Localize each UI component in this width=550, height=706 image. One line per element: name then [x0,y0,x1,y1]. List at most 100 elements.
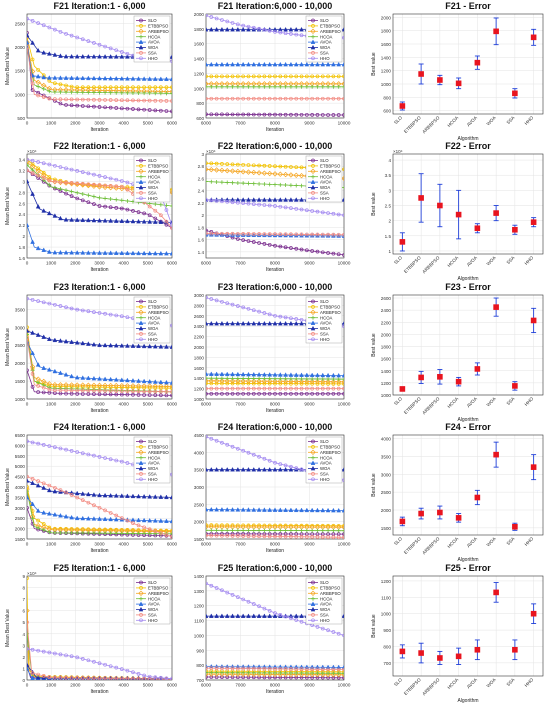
series-marker [235,378,241,384]
series-marker [208,467,214,472]
series-marker [294,84,299,89]
series-marker [257,163,261,168]
legend-marker [138,179,144,184]
y-tick-label: 1000 [381,82,392,87]
series-marker [130,343,136,348]
x-tick-label: 1000 [46,261,57,266]
series-marker [69,391,74,396]
legend-label: AVOA [148,180,160,185]
series-marker [86,531,91,536]
series-marker [69,250,74,255]
series-marker [294,466,299,470]
series-marker [336,377,341,382]
series-marker [289,232,293,237]
y-tick-label: 2.6 [198,176,205,181]
x-tick-label: HCOA [446,115,460,129]
series-marker [103,105,107,110]
series-marker [224,467,230,472]
x-tick-label: WOA [486,115,498,127]
series-marker [92,104,96,109]
series-marker [41,178,46,183]
series-marker [219,376,224,381]
series-marker [320,113,325,117]
series-marker [74,374,80,380]
series-line [27,170,172,229]
series-line [27,47,172,102]
series-marker [230,231,235,236]
y-tick-label: 2500 [15,516,26,521]
series-marker [267,467,273,472]
series-marker [97,85,102,90]
series-marker [27,162,29,167]
legend-label: SSA [148,51,157,56]
legend-marker [138,325,144,331]
series-marker [119,198,124,203]
series-marker [278,376,283,381]
series-marker [108,376,113,382]
series-marker [240,613,246,618]
series-marker [75,392,80,396]
mean-point [437,374,443,380]
series-marker [246,320,251,326]
x-tick-label: ARBBPSO [421,255,441,275]
series-marker [235,320,241,326]
series-marker [235,162,240,167]
series-marker [310,377,315,381]
series-marker [41,510,47,515]
legend-label: WOA [148,185,158,190]
series-marker [283,467,288,472]
series-marker [273,164,277,169]
series-marker [273,74,277,79]
series-marker [257,454,261,459]
series-marker [91,516,97,521]
mean-point [512,646,518,653]
series-marker [147,517,153,523]
series-marker [69,306,74,311]
series-marker [246,84,251,89]
x-tick-label: 8000 [270,683,281,688]
series-marker [52,213,58,218]
x-axis-label: Iteration [266,548,284,554]
series-layer [27,576,172,680]
series-marker [41,390,46,395]
series-marker [69,97,74,102]
series-marker [251,96,256,101]
x-tick-label: 10000 [338,683,351,688]
series-marker [314,378,321,385]
series-marker [147,76,153,81]
legend-marker [139,191,143,195]
series-marker [69,339,74,344]
series-marker [80,515,86,521]
series-marker [241,666,246,671]
series-marker [152,219,158,224]
series-marker [330,672,337,678]
series-marker [30,647,35,652]
series-marker [169,54,172,59]
series-marker [219,84,224,89]
series-marker [147,389,152,394]
legend-label: SSA [320,332,329,337]
series-marker [214,381,219,386]
series-marker [282,171,289,178]
series-marker [315,391,320,396]
series-marker [27,296,29,301]
series-marker [131,208,135,213]
series-marker [35,73,41,79]
series-marker [63,372,69,377]
series-marker [206,61,209,67]
series-marker [146,383,153,389]
series-marker [310,232,315,237]
series-marker [206,506,209,512]
series-marker [208,26,214,32]
y-tick-label: 4500 [15,475,26,480]
series-marker [220,381,224,386]
y-tick-label: 3 [22,643,25,648]
y-tick-label: 1.4 [198,250,205,255]
series-marker [125,377,130,383]
series-marker [206,320,209,326]
legend-marker [311,164,315,168]
x-axis-label: Iteration [266,408,284,414]
series-marker [241,232,246,236]
x-tick-label: 7000 [235,121,246,126]
